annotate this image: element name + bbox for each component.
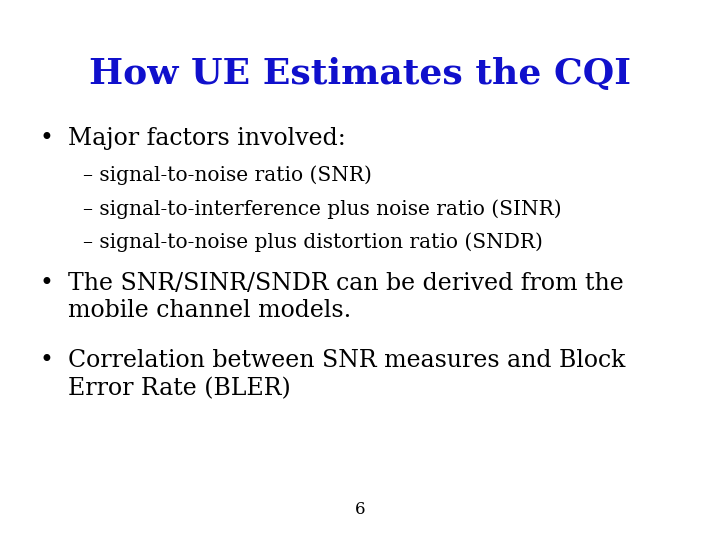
Text: Correlation between SNR measures and Block
Error Rate (BLER): Correlation between SNR measures and Blo… bbox=[68, 349, 626, 400]
Text: – signal-to-interference plus noise ratio (SINR): – signal-to-interference plus noise rati… bbox=[83, 199, 562, 219]
Text: Major factors involved:: Major factors involved: bbox=[68, 127, 346, 150]
Text: •: • bbox=[40, 127, 53, 150]
Text: •: • bbox=[40, 349, 53, 373]
Text: – signal-to-noise ratio (SNR): – signal-to-noise ratio (SNR) bbox=[83, 166, 372, 185]
Text: The SNR/SINR/SNDR can be derived from the
mobile channel models.: The SNR/SINR/SNDR can be derived from th… bbox=[68, 272, 624, 322]
Text: – signal-to-noise plus distortion ratio (SNDR): – signal-to-noise plus distortion ratio … bbox=[83, 233, 543, 252]
Text: How UE Estimates the CQI: How UE Estimates the CQI bbox=[89, 57, 631, 91]
Text: •: • bbox=[40, 272, 53, 295]
Text: 6: 6 bbox=[355, 502, 365, 518]
